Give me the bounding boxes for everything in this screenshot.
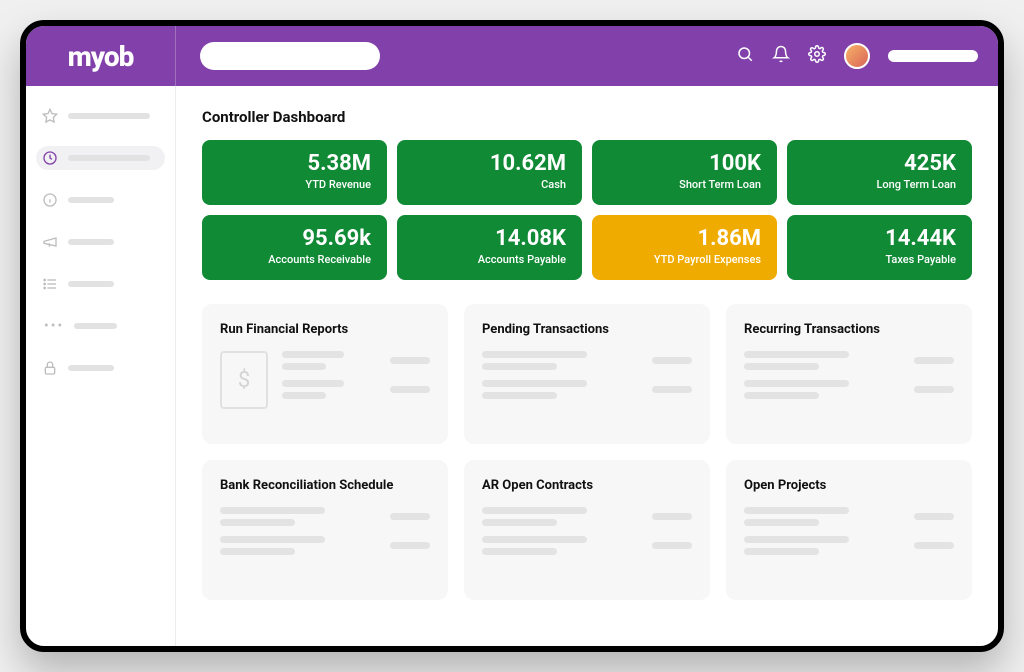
kpi-tile[interactable]: 425K Long Term Loan [787,140,972,205]
main-content: Controller Dashboard 5.38M YTD Revenue 10.… [176,86,998,646]
card-title: Pending Transactions [482,322,692,337]
kpi-label: YTD Revenue [305,178,371,191]
sidebar-item-announce[interactable] [36,230,165,254]
kpi-value: 1.86M [697,227,761,251]
sidebar-item-favorites[interactable] [36,104,165,128]
info-icon [42,192,58,208]
card-title: Bank Reconciliation Schedule [220,478,430,493]
dashboard-card[interactable]: Open Projects [726,460,972,600]
topbar-actions [736,43,978,69]
sidebar-item-recent[interactable] [36,146,165,170]
dashboard-card[interactable]: AR Open Contracts [464,460,710,600]
sidebar-item-lock[interactable] [36,356,165,380]
brand-logo[interactable]: myob [68,40,134,73]
kpi-value: 14.08K [495,227,566,251]
card-title: AR Open Contracts [482,478,692,493]
kpi-value: 100K [709,152,761,176]
search-icon[interactable] [736,45,754,67]
kpi-grid: 5.38M YTD Revenue 10.62M Cash 100K Short Term… [202,140,972,280]
kpi-label: Short Term Loan [679,178,761,191]
dashboard-card[interactable]: Run Financial Reports $ [202,304,448,444]
kpi-tile[interactable]: 5.38M YTD Revenue [202,140,387,205]
card-title: Recurring Transactions [744,322,954,337]
card-title: Run Financial Reports [220,322,430,337]
dashboard-card[interactable]: Bank Reconciliation Schedule [202,460,448,600]
kpi-value: 5.38M [307,152,371,176]
sidebar-item-info[interactable] [36,188,165,212]
dashboard-card[interactable]: Recurring Transactions [726,304,972,444]
kpi-label: Taxes Payable [885,253,956,266]
gear-icon[interactable] [808,45,826,67]
sidebar: ••• [26,86,176,646]
kpi-tile[interactable]: 100K Short Term Loan [592,140,777,205]
search-input[interactable] [200,42,380,70]
sidebar-item-list[interactable] [36,272,165,296]
sidebar-item-more[interactable]: ••• [36,314,165,338]
user-menu[interactable] [888,50,978,62]
kpi-value: 14.44K [885,227,956,251]
kpi-label: Long Term Loan [876,178,956,191]
app-window: myob [20,20,1004,652]
clock-icon [42,150,58,166]
card-grid: Run Financial Reports $ Pending Transactio… [202,304,972,600]
kpi-label: Accounts Receivable [268,253,371,266]
kpi-tile[interactable]: 1.86M YTD Payroll Expenses [592,215,777,280]
kpi-tile[interactable]: 14.08K Accounts Payable [397,215,582,280]
kpi-label: Cash [541,178,566,191]
dashboard-card[interactable]: Pending Transactions [464,304,710,444]
kpi-value: 10.62M [490,152,566,176]
card-title: Open Projects [744,478,954,493]
topbar: myob [26,26,998,86]
kpi-label: YTD Payroll Expenses [654,253,761,266]
list-icon [42,276,58,292]
star-icon [42,108,58,124]
kpi-tile[interactable]: 14.44K Taxes Payable [787,215,972,280]
avatar[interactable] [844,43,870,69]
kpi-value: 95.69k [302,227,371,251]
kpi-tile[interactable]: 10.62M Cash [397,140,582,205]
kpi-label: Accounts Payable [478,253,566,266]
lock-icon [42,360,58,376]
logo-container: myob [26,26,176,86]
bell-icon[interactable] [772,45,790,67]
kpi-value: 425K [904,152,956,176]
kpi-tile[interactable]: 95.69k Accounts Receivable [202,215,387,280]
megaphone-icon [42,234,58,250]
document-icon: $ [220,351,268,409]
more-icon: ••• [42,318,64,334]
page-title: Controller Dashboard [202,108,972,126]
